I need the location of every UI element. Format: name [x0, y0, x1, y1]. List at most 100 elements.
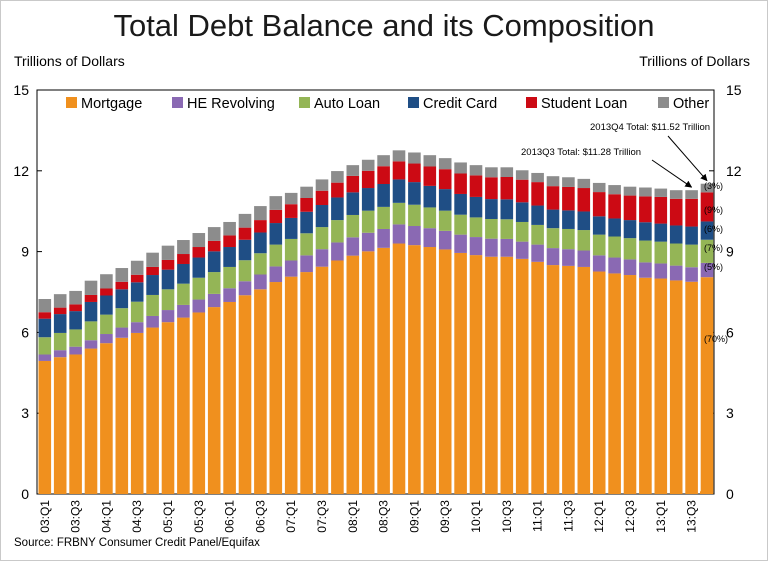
- callout-2013q3: 2013Q3 Total: $11.28 Trillion: [521, 147, 641, 158]
- bar-mortgage: [69, 354, 82, 494]
- bar-mortgage: [315, 266, 329, 494]
- bar-other: [531, 172, 544, 183]
- bar-credit-card: [331, 197, 344, 221]
- bar-he-revolving: [223, 288, 236, 302]
- bar-mortgage: [130, 332, 144, 494]
- bar-auto-loan: [207, 272, 221, 294]
- bar-mortgage: [254, 289, 267, 494]
- y-tick-label-left: 3: [21, 405, 29, 421]
- x-tick-label: 11:Q3: [561, 500, 575, 532]
- bar-student-loan: [361, 170, 375, 189]
- percent-annotation: (5%): [704, 262, 723, 272]
- bar-mortgage: [284, 276, 298, 494]
- bar-he-revolving: [654, 263, 668, 279]
- bar-mortgage: [331, 260, 344, 494]
- bar-he-revolving: [392, 224, 406, 244]
- bar-other: [161, 245, 175, 260]
- x-tick-label: 09:Q3: [438, 500, 452, 533]
- bar-mortgage: [115, 337, 129, 494]
- legend-label: Credit Card: [423, 96, 497, 112]
- bar-credit-card: [485, 199, 498, 220]
- bar-auto-loan: [115, 308, 129, 328]
- bar-auto-loan: [130, 301, 144, 323]
- bar-other: [392, 150, 406, 162]
- bar-credit-card: [592, 216, 606, 235]
- bar-mortgage: [562, 265, 575, 494]
- bar-auto-loan: [254, 253, 267, 275]
- bar-he-revolving: [100, 334, 113, 344]
- bar-credit-card: [408, 182, 421, 205]
- bar-mortgage: [38, 360, 52, 494]
- bar-student-loan: [238, 227, 252, 240]
- bar-auto-loan: [361, 210, 375, 233]
- bar-credit-card: [300, 211, 313, 234]
- y-tick-label-right: 3: [726, 405, 734, 421]
- legend-swatch-he-revolving: [172, 97, 183, 108]
- bar-student-loan: [515, 179, 529, 203]
- percent-annotation: (7%): [704, 243, 723, 253]
- callout-2013q4: 2013Q4 Total: $11.52 Trillion: [590, 122, 710, 133]
- bar-auto-loan: [238, 260, 252, 282]
- bar-other: [454, 162, 467, 174]
- bar-credit-card: [146, 275, 159, 295]
- bar-mortgage: [531, 261, 544, 494]
- callout-arrow-2013q3: [651, 159, 693, 188]
- bar-student-loan: [130, 274, 144, 283]
- chart-title: Total Debt Balance and its Composition: [113, 8, 655, 43]
- bar-auto-loan: [161, 289, 175, 311]
- x-tick-label: 06:Q3: [253, 500, 267, 533]
- bar-credit-card: [654, 223, 668, 242]
- bar-credit-card: [361, 188, 375, 211]
- bar-other: [515, 170, 529, 180]
- bar-auto-loan: [392, 202, 406, 225]
- bar-auto-loan: [300, 233, 313, 256]
- bar-mortgage: [269, 282, 283, 494]
- bar-auto-loan: [69, 329, 82, 347]
- bar-he-revolving: [500, 238, 514, 257]
- y-tick-label-right: 15: [726, 82, 742, 98]
- bar-he-revolving: [577, 250, 591, 267]
- bar-other: [469, 165, 483, 176]
- bar-he-revolving: [254, 274, 267, 290]
- bar-credit-card: [438, 189, 452, 211]
- bar-he-revolving: [284, 260, 298, 277]
- y-tick-label-left: 9: [21, 244, 29, 260]
- right-axis-unit: Trillions of Dollars: [639, 53, 750, 69]
- bar-mortgage: [423, 247, 437, 494]
- bar-auto-loan: [38, 337, 52, 355]
- bar-other: [192, 233, 206, 248]
- bar-credit-card: [238, 239, 252, 261]
- bar-other: [608, 185, 621, 195]
- bar-he-revolving: [300, 255, 313, 273]
- bar-student-loan: [592, 192, 606, 217]
- bar-credit-card: [115, 289, 129, 309]
- bar-other: [53, 294, 67, 308]
- bar-mortgage: [207, 307, 221, 494]
- bar-student-loan: [392, 161, 406, 180]
- x-tick-label: 05:Q1: [161, 500, 175, 533]
- bar-student-loan: [623, 195, 637, 221]
- bar-credit-card: [84, 301, 98, 322]
- bar-credit-card: [38, 318, 52, 338]
- bar-credit-card: [130, 282, 144, 302]
- bar-auto-loan: [100, 314, 113, 335]
- bar-student-loan: [207, 240, 221, 252]
- bar-other: [377, 155, 390, 167]
- bar-credit-card: [177, 263, 190, 284]
- bar-he-revolving: [531, 244, 544, 262]
- bar-he-revolving: [130, 322, 144, 333]
- bar-credit-card: [377, 184, 390, 207]
- legend-label: Student Loan: [541, 96, 627, 112]
- bar-mortgage: [300, 272, 313, 494]
- bar-credit-card: [269, 223, 283, 245]
- x-tick-label: 04:Q1: [99, 500, 113, 533]
- bar-student-loan: [346, 175, 360, 193]
- x-tick-label: 10:Q3: [500, 500, 514, 533]
- bar-student-loan: [38, 312, 52, 319]
- bar-other: [269, 196, 283, 210]
- bar-he-revolving: [115, 327, 129, 338]
- bar-auto-loan: [562, 228, 575, 250]
- bar-he-revolving: [331, 242, 344, 261]
- legend-swatch-auto-loan: [299, 97, 310, 108]
- bar-auto-loan: [623, 238, 637, 260]
